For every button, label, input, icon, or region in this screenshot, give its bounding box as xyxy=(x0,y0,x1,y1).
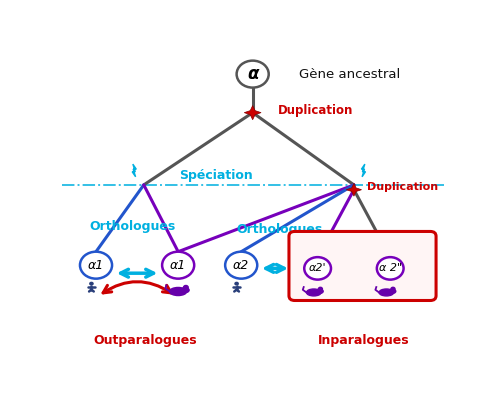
Circle shape xyxy=(183,286,188,289)
Polygon shape xyxy=(346,183,361,196)
Ellipse shape xyxy=(317,289,323,294)
Circle shape xyxy=(234,281,239,286)
Circle shape xyxy=(225,252,257,279)
FancyBboxPatch shape xyxy=(289,231,436,301)
Text: Outparalogues: Outparalogues xyxy=(94,334,198,347)
Ellipse shape xyxy=(307,289,321,296)
Circle shape xyxy=(237,60,269,88)
Text: Duplication: Duplication xyxy=(278,104,353,117)
Circle shape xyxy=(391,287,395,291)
Circle shape xyxy=(89,281,94,286)
Polygon shape xyxy=(244,106,261,120)
Polygon shape xyxy=(361,164,365,177)
Ellipse shape xyxy=(181,288,189,293)
Circle shape xyxy=(318,287,322,291)
Ellipse shape xyxy=(170,287,187,296)
Text: α2': α2' xyxy=(309,264,326,274)
Text: Orthologues: Orthologues xyxy=(236,224,322,236)
Polygon shape xyxy=(132,164,136,177)
Text: Orthologues: Orthologues xyxy=(89,220,176,233)
Text: α1: α1 xyxy=(88,259,104,271)
Text: α2: α2 xyxy=(233,259,249,271)
Text: Duplication: Duplication xyxy=(367,181,438,191)
Circle shape xyxy=(304,257,331,280)
Text: α1: α1 xyxy=(170,259,186,271)
Text: Gène ancestral: Gène ancestral xyxy=(298,68,400,80)
Text: Inparalogues: Inparalogues xyxy=(317,334,409,347)
Circle shape xyxy=(162,252,194,279)
Circle shape xyxy=(80,252,112,279)
FancyArrowPatch shape xyxy=(266,264,284,272)
Ellipse shape xyxy=(389,289,396,294)
Text: α 2": α 2" xyxy=(379,264,402,274)
FancyArrowPatch shape xyxy=(103,281,171,293)
Ellipse shape xyxy=(379,289,394,296)
FancyArrowPatch shape xyxy=(121,269,153,277)
Text: Spéciation: Spéciation xyxy=(179,169,253,182)
Circle shape xyxy=(377,257,404,280)
Text: α: α xyxy=(247,65,258,83)
